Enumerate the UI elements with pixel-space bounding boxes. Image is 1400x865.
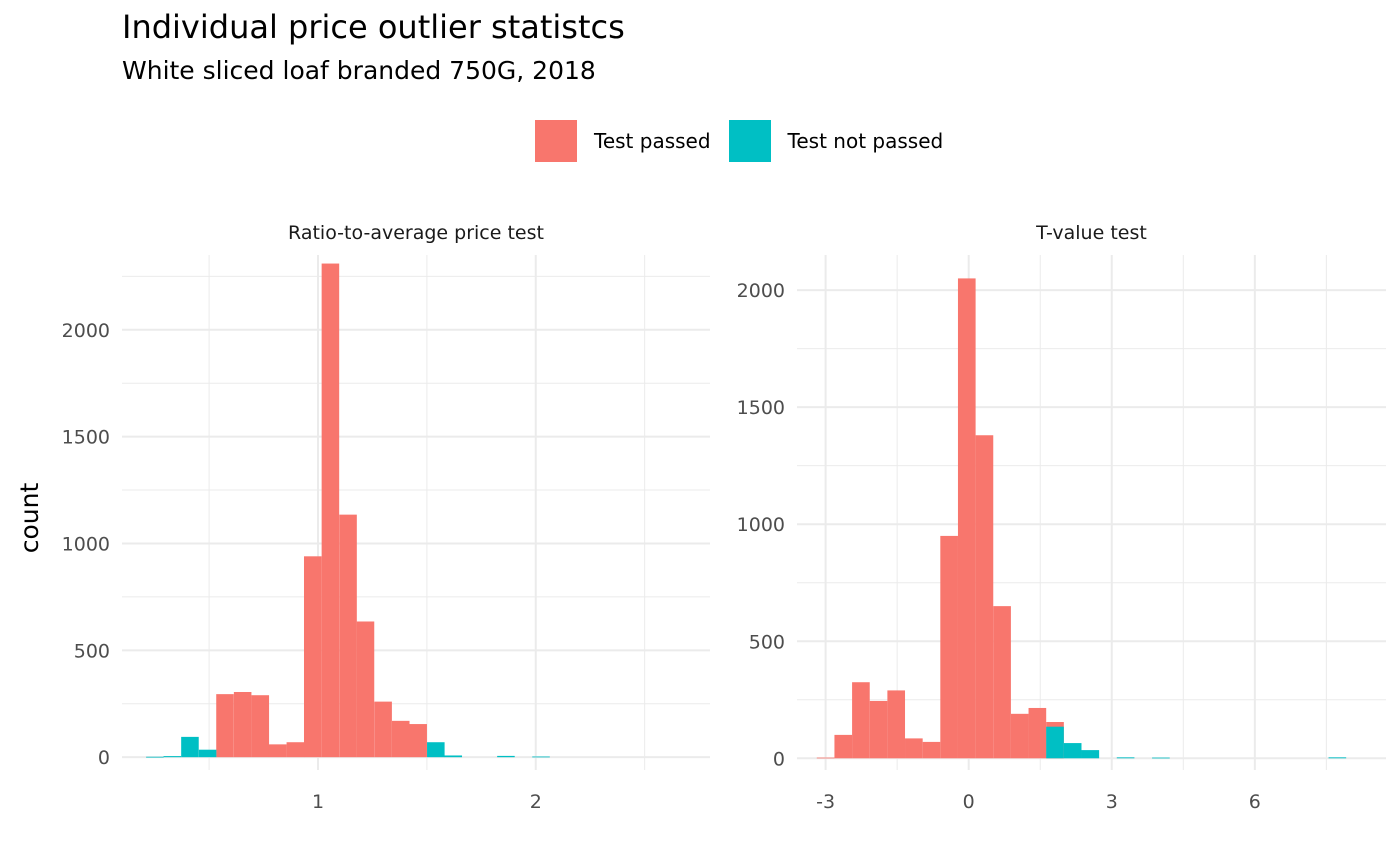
histogram-bar	[834, 734, 853, 759]
y-tick-label: 1000	[737, 514, 785, 536]
chart-subtitle: White sliced loaf branded 750G, 2018	[122, 56, 596, 85]
histogram-bar	[181, 736, 199, 758]
x-tick-label: 0	[963, 791, 975, 813]
histogram-bar	[268, 744, 287, 758]
y-tick-label: 500	[749, 631, 785, 653]
facet-panel-2: 0 500 1000 1500 2000 -3 0 3 6 T-value test	[737, 222, 1386, 813]
histogram-bar	[975, 435, 994, 759]
facet-title: T-value test	[1035, 222, 1147, 244]
x-tick-label: 3	[1106, 791, 1118, 813]
histogram-bar	[409, 724, 427, 758]
histogram-bar	[497, 755, 515, 758]
histogram-bar	[887, 690, 906, 759]
histogram-bar	[146, 756, 164, 758]
facet-title: Ratio-to-average price test	[288, 222, 544, 244]
legend-swatch-passed	[535, 120, 577, 162]
histogram-bar	[391, 720, 410, 758]
histogram-bar	[922, 741, 941, 759]
histogram-bar	[532, 756, 550, 758]
histogram-bar	[286, 742, 305, 758]
legend-label-not-passed: Test not passed	[787, 129, 944, 153]
histogram-bar	[251, 695, 270, 758]
histogram-bar	[216, 694, 234, 758]
y-axis-label: count	[15, 483, 44, 554]
histogram-bar	[339, 514, 357, 758]
y-tick-label: 2000	[62, 320, 110, 342]
histogram-bar	[356, 621, 375, 758]
histogram-bar	[852, 682, 870, 759]
histogram-bar	[233, 692, 252, 758]
histogram-bar	[1028, 707, 1047, 759]
y-tick-label: 0	[773, 748, 785, 770]
chart-title: Individual price outlier statistcs	[122, 8, 625, 46]
histogram-bar	[1063, 743, 1082, 759]
y-tick-label: 0	[98, 747, 110, 769]
histogram-bar	[444, 755, 463, 758]
legend: Test passed Test not passed	[535, 120, 961, 162]
x-tick-label: 1	[312, 791, 324, 813]
histogram-bar	[1081, 750, 1100, 759]
y-tick-label: 1500	[737, 397, 785, 419]
y-tick-label: 500	[74, 640, 110, 662]
x-tick-label: -3	[816, 791, 835, 813]
histogram-bar	[957, 278, 976, 759]
histogram-bar	[427, 742, 445, 758]
histogram-bar	[869, 700, 888, 759]
x-tick-label: 6	[1249, 791, 1261, 813]
histogram-bar	[321, 263, 340, 758]
histogram-bar	[940, 535, 958, 759]
histogram-bar	[1010, 713, 1029, 759]
histogram-bar	[1328, 757, 1347, 759]
x-tick-label: 2	[530, 791, 542, 813]
y-tick-label: 2000	[737, 280, 785, 302]
legend-swatch-not-passed	[728, 120, 771, 162]
legend-item-not-passed: Test not passed	[728, 120, 944, 162]
histogram-bar	[1152, 757, 1170, 759]
histogram-bar	[374, 701, 392, 758]
histogram-bar	[1116, 757, 1135, 759]
legend-label-passed: Test passed	[594, 129, 711, 153]
histogram-bar	[303, 556, 322, 758]
histogram-bar	[163, 756, 182, 758]
histogram-bar	[198, 749, 217, 758]
histogram-bar	[993, 606, 1011, 759]
y-tick-label: 1500	[62, 427, 110, 449]
histogram-bar	[1046, 726, 1064, 759]
histogram-bar	[816, 757, 835, 759]
y-tick-label: 1000	[62, 533, 110, 555]
histogram-bar	[905, 738, 923, 759]
facet-panel-1: 0 500 1000 1500 2000 1 2 Ratio-to-average price…	[15, 222, 710, 813]
legend-item-passed: Test passed	[535, 120, 711, 162]
